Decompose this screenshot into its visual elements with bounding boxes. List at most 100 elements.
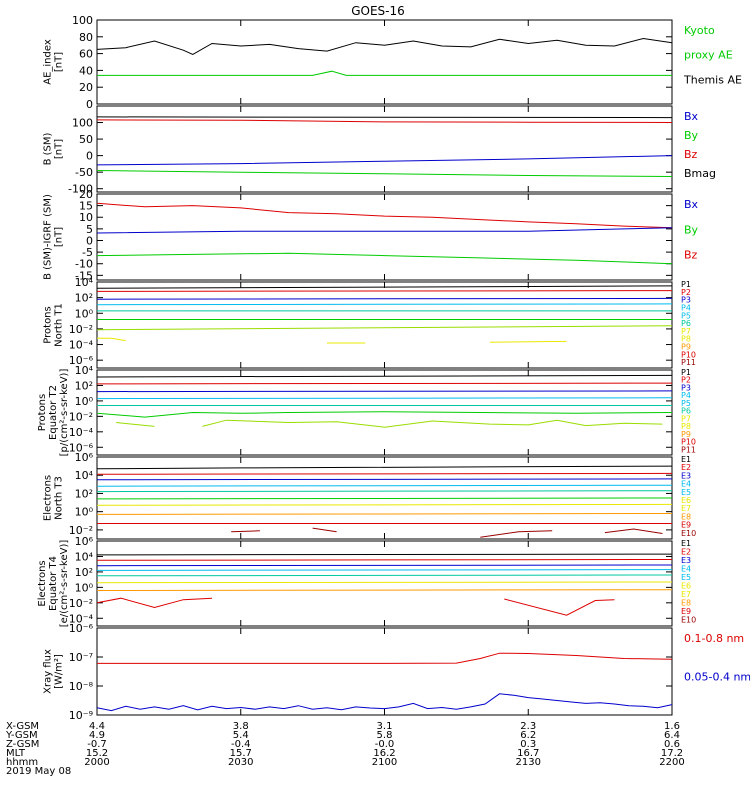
y-axis-label-line: [nT] bbox=[54, 52, 65, 72]
y-tick-label: 10⁴ bbox=[75, 276, 94, 289]
legend-label: E5 bbox=[681, 488, 691, 497]
y-tick-label: 10² bbox=[75, 292, 93, 305]
series-line bbox=[96, 564, 673, 567]
legend-label: P7 bbox=[681, 327, 691, 336]
legend-label: E7 bbox=[681, 590, 691, 599]
legend-label: P3 bbox=[681, 383, 691, 392]
legend-label: Bx bbox=[684, 198, 699, 211]
legend-label: E1 bbox=[681, 455, 691, 464]
y-tick-label: 10 bbox=[79, 211, 93, 224]
legend-label: E4 bbox=[681, 565, 691, 574]
panel-5: 10⁻⁶ 10⁻⁴ 10⁻² 10⁰ 10² 10⁴ ProtonsEquator T2[p… bbox=[37, 364, 696, 456]
x-axis-value: 4.4 bbox=[89, 721, 105, 732]
y-tick-label: 10⁻⁴ bbox=[69, 426, 94, 439]
legend-label: P11 bbox=[681, 445, 696, 454]
y-tick-label: 50 bbox=[79, 133, 93, 146]
plot-frame bbox=[96, 19, 673, 105]
series-line bbox=[97, 337, 126, 342]
y-tick-label: 10⁶ bbox=[75, 535, 94, 548]
y-tick-label: 60 bbox=[79, 48, 93, 61]
legend-label: P8 bbox=[681, 422, 691, 431]
series-line bbox=[96, 227, 673, 234]
y-axis-label-line: Protons bbox=[37, 394, 48, 431]
y-tick-label: 10⁰ bbox=[75, 581, 94, 594]
legend-label: Bz bbox=[684, 249, 698, 262]
panel-7: 10⁻⁴ 10⁻² 10⁰ 10² 10⁴ 10⁶ ElectronsEquator T4[… bbox=[37, 535, 696, 627]
series-line bbox=[96, 569, 673, 571]
y-tick-label: 5 bbox=[86, 223, 93, 236]
legend-label: By bbox=[684, 129, 699, 142]
x-axis-value: 3.8 bbox=[233, 721, 249, 732]
series-line bbox=[96, 503, 673, 506]
y-tick-label: 10⁻² bbox=[69, 597, 93, 610]
plot-frame bbox=[96, 627, 673, 716]
y-axis-label: ProtonsEquator T2[p/(cm²-s-sr-keV)] bbox=[37, 369, 70, 457]
y-axis-label-line: B (SM) bbox=[43, 132, 54, 165]
y-axis-label-line: [nT] bbox=[54, 139, 65, 159]
x-axis-row-label: Y-GSM bbox=[5, 730, 38, 741]
series-line bbox=[96, 382, 673, 385]
legend-label: P2 bbox=[681, 288, 691, 297]
y-axis-label: ProtonsNorth T1 bbox=[43, 303, 65, 347]
legend-label: P7 bbox=[681, 414, 691, 423]
y-axis-label-line: AE_index bbox=[43, 39, 54, 85]
series-line bbox=[504, 598, 615, 616]
legend-label: E3 bbox=[681, 556, 691, 565]
y-tick-label: -5 bbox=[82, 246, 93, 259]
x-axis-value: 0.3 bbox=[520, 739, 536, 750]
y-tick-label: 10⁻² bbox=[69, 410, 93, 423]
y-tick-label: 10⁰ bbox=[75, 395, 94, 408]
legend-label: E10 bbox=[681, 616, 696, 625]
series-line bbox=[604, 528, 663, 534]
plot-frame bbox=[96, 105, 673, 193]
y-tick-label: 10⁴ bbox=[75, 364, 94, 377]
series-line bbox=[96, 484, 673, 487]
legend-label: proxy AE bbox=[684, 49, 733, 62]
y-tick-label: 10² bbox=[75, 379, 93, 392]
y-tick-label: 10⁰ bbox=[75, 307, 94, 320]
series-line bbox=[96, 37, 673, 55]
series-line bbox=[96, 155, 673, 166]
y-tick-label: 0 bbox=[86, 150, 93, 163]
series-line bbox=[96, 589, 673, 591]
series-line bbox=[96, 297, 673, 300]
x-axis-value: 17.2 bbox=[661, 748, 683, 759]
legend-label: E10 bbox=[681, 529, 696, 538]
y-axis-label-line: [W/m²] bbox=[54, 654, 65, 689]
y-tick-label: 10⁻⁶ bbox=[69, 354, 94, 367]
y-tick-label: 10⁻² bbox=[69, 323, 93, 336]
x-axis-value: 6.4 bbox=[664, 730, 680, 741]
series-line bbox=[116, 422, 155, 427]
series-line bbox=[96, 411, 673, 418]
y-tick-label: 10⁻⁶ bbox=[69, 622, 94, 635]
legend-label: P5 bbox=[681, 399, 691, 408]
series-line bbox=[96, 285, 673, 289]
y-tick-label: -50 bbox=[75, 166, 93, 179]
x-axis-value: 2200 bbox=[659, 757, 684, 768]
y-axis-label: ElectronsNorth T3 bbox=[43, 475, 65, 521]
series-line bbox=[96, 290, 673, 292]
series-line bbox=[96, 170, 673, 177]
y-tick-label: 10⁶ bbox=[75, 451, 94, 464]
x-axis-value: 5.4 bbox=[233, 730, 249, 741]
x-axis-value: 3.1 bbox=[377, 721, 393, 732]
y-tick-label: 10² bbox=[75, 566, 93, 579]
y-tick-label: 10⁻⁴ bbox=[69, 612, 94, 625]
y-tick-label: -15 bbox=[75, 269, 93, 282]
y-axis-label-line: Electrons bbox=[37, 560, 48, 606]
chart-title: GOES-16 bbox=[351, 4, 405, 18]
y-axis-label-line: Equator T4 bbox=[48, 556, 59, 611]
series-line bbox=[96, 513, 673, 515]
y-tick-label: 40 bbox=[79, 64, 93, 77]
series-line bbox=[96, 574, 673, 577]
x-axis-value: 16.2 bbox=[373, 748, 395, 759]
legend-label: P1 bbox=[681, 368, 691, 377]
legend-label: P9 bbox=[681, 343, 691, 352]
legend-label: E9 bbox=[681, 607, 691, 616]
x-axis-value: 5.8 bbox=[377, 730, 393, 741]
legend-label: Themis AE bbox=[683, 73, 742, 86]
y-axis-label-line: [nT] bbox=[54, 227, 65, 247]
series-line bbox=[96, 252, 673, 265]
